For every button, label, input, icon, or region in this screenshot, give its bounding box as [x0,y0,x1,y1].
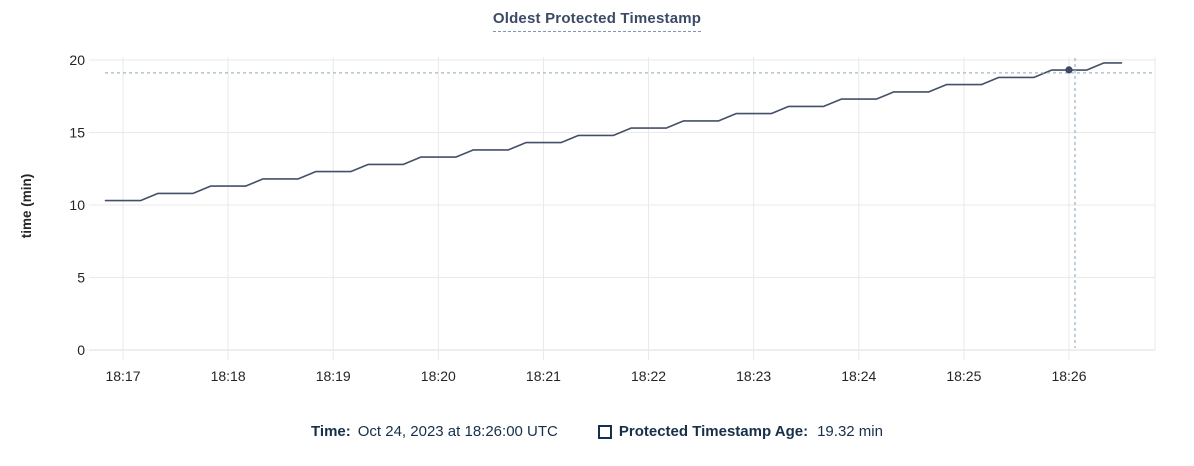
y-tick-label: 15 [69,125,85,141]
x-tick-label: 18:22 [631,368,666,384]
chart-title-row: Oldest Protected Timestamp [0,10,1194,32]
legend-time-label: Time: [311,423,351,440]
legend-series-label[interactable]: Protected Timestamp Age: [618,423,809,440]
hover-point-marker[interactable] [1065,66,1073,74]
y-tick-label: 20 [69,52,85,68]
x-tick-label: 18:26 [1051,368,1086,384]
x-tick-label: 18:17 [105,368,140,384]
x-tick-label: 18:20 [421,368,456,384]
y-axis-label: time (min) [19,174,34,239]
x-tick-label: 18:21 [526,368,561,384]
y-tick-label: 5 [77,270,85,286]
x-tick-label: 18:24 [841,368,876,384]
hover-legend: Time: Oct 24, 2023 at 18:26:00 UTC Prote… [0,423,1194,440]
timeseries-chart[interactable]: 0 5 10 15 20 18:17 18:18 18:19 18:20 18:21 18:22 18… [0,0,1194,410]
legend-time-value: Oct 24, 2023 at 18:26:00 UTC [357,423,558,440]
series-swatch-icon[interactable] [597,424,612,439]
x-tick-label: 18:18 [211,368,246,384]
chart-title[interactable]: Oldest Protected Timestamp [492,10,702,32]
y-tick-label: 10 [69,197,85,213]
x-tick-label: 18:23 [736,368,771,384]
x-tick-label: 18:19 [316,368,351,384]
legend-series-value: 19.32 min [817,423,883,440]
x-tick-label: 18:25 [946,368,981,384]
y-tick-label: 0 [77,342,85,358]
series-line [104,62,1123,202]
